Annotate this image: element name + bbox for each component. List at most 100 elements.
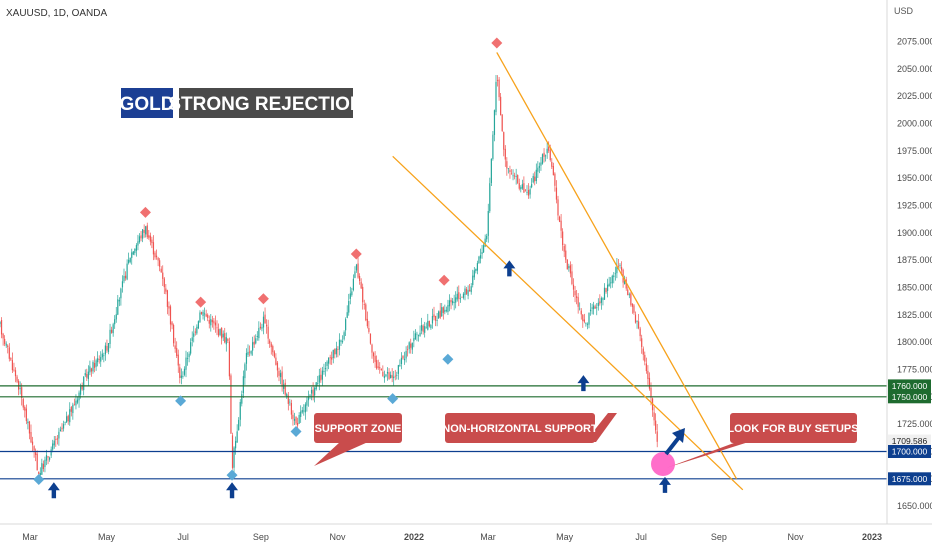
candle <box>30 424 32 444</box>
lines-layer <box>0 52 887 491</box>
candle <box>512 169 514 181</box>
candle <box>458 285 460 307</box>
candle <box>504 145 506 167</box>
candle <box>425 322 427 329</box>
look-for-buy-box <box>730 413 857 443</box>
price-tick-label: 2075.000 <box>897 37 932 47</box>
support-zone-box <box>314 413 402 443</box>
candle <box>310 386 313 401</box>
candle <box>645 357 647 374</box>
candle <box>545 154 547 162</box>
svg-text:1709.586: 1709.586 <box>892 436 928 446</box>
candle <box>183 366 186 377</box>
candle <box>639 326 641 342</box>
candle <box>121 275 124 293</box>
up-arrow-icon <box>577 375 590 392</box>
candle <box>273 350 275 359</box>
candle <box>526 185 528 196</box>
candle <box>214 315 217 333</box>
candle <box>554 172 556 192</box>
candle <box>262 311 265 335</box>
candle <box>180 368 182 385</box>
candle <box>59 426 62 432</box>
candle <box>182 371 184 379</box>
candle <box>275 353 277 366</box>
candle <box>191 331 193 347</box>
time-tick-label: May <box>98 532 116 542</box>
candle <box>366 311 368 329</box>
candle <box>455 291 457 309</box>
channel-line-upper[interactable] <box>496 52 738 480</box>
candle <box>42 460 44 472</box>
candle <box>630 291 632 307</box>
candle <box>585 322 587 327</box>
candle <box>500 93 502 116</box>
candle <box>365 302 367 322</box>
candle <box>267 319 269 344</box>
candle <box>538 162 540 174</box>
candle <box>596 303 598 316</box>
candle <box>100 351 102 367</box>
candle <box>165 284 167 295</box>
gold-badge-bg <box>121 88 173 118</box>
up-arrow-icon <box>658 476 671 493</box>
candle <box>24 405 26 418</box>
candle <box>399 359 401 367</box>
candle <box>66 411 68 423</box>
candle <box>565 244 567 263</box>
candle <box>459 293 461 303</box>
time-axis[interactable]: Mar May Jul Sep Nov 2022 Mar May Jul Sep Nov 2023 <box>22 532 882 542</box>
candle <box>394 369 396 381</box>
candle <box>224 327 226 344</box>
candle <box>146 222 148 239</box>
candle <box>479 248 482 264</box>
candle <box>138 233 141 244</box>
candle <box>498 77 500 101</box>
candle <box>610 277 612 289</box>
candle <box>478 255 480 264</box>
candle <box>501 114 503 132</box>
candle <box>555 180 558 204</box>
time-tick-label: 2022 <box>404 532 424 542</box>
candle <box>300 405 302 423</box>
candle <box>481 245 483 259</box>
candle <box>427 313 429 331</box>
candle <box>25 404 27 425</box>
candle <box>190 338 192 356</box>
candle <box>430 323 432 330</box>
candle <box>410 338 412 354</box>
candle <box>120 287 122 306</box>
candle <box>465 287 468 295</box>
support-price-tag: 1700.000 <box>888 445 931 458</box>
candle <box>0 321 1 328</box>
candle <box>493 109 496 142</box>
candle <box>583 313 585 324</box>
candle <box>13 362 15 372</box>
candle <box>506 157 508 176</box>
candle <box>98 355 100 364</box>
candle <box>473 267 475 280</box>
candle <box>548 141 550 153</box>
candle <box>204 307 206 321</box>
candle <box>607 278 609 298</box>
candle <box>152 235 155 261</box>
swing-low-diamond-icon <box>290 425 302 437</box>
candle <box>16 374 18 384</box>
candle <box>566 259 568 270</box>
last-price-tag: 1709.586 <box>888 434 931 448</box>
candle <box>634 311 637 324</box>
price-tick-label: 1925.000 <box>897 201 932 211</box>
candle <box>11 352 13 373</box>
candle <box>35 448 37 462</box>
candle <box>324 362 327 377</box>
svg-text:1675.000: 1675.000 <box>892 474 928 484</box>
channel-line-lower[interactable] <box>392 155 744 491</box>
candle <box>648 372 651 391</box>
strong-rejection-badge: STRONG REJECTION <box>168 94 363 115</box>
candle <box>159 258 161 272</box>
candle <box>245 348 248 371</box>
candle <box>642 346 644 361</box>
candle <box>56 435 58 445</box>
candle <box>357 256 359 279</box>
